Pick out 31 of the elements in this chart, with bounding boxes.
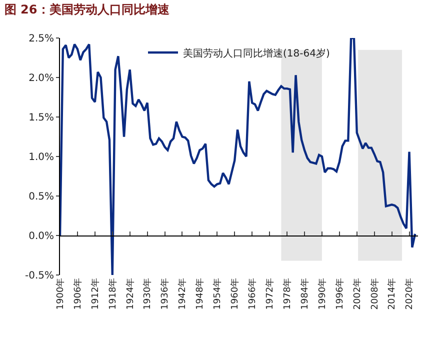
y-tick-label: 2.5% <box>28 34 54 44</box>
x-tick-label: 1954年 <box>212 278 224 310</box>
x-tick-label: 1942年 <box>177 278 188 310</box>
x-tick-label: 1990年 <box>316 278 328 310</box>
x-tick-label: 2020年 <box>404 278 416 310</box>
x-tick-label: 1912年 <box>90 278 101 310</box>
x-tick-label: 2014年 <box>386 278 398 310</box>
y-tick-label: -0.5% <box>24 270 54 282</box>
y-tick-label: 0.0% <box>28 231 54 242</box>
x-tick-label: 1906年 <box>72 278 84 310</box>
y-tick-label: 1.0% <box>28 152 54 163</box>
x-tick-label: 1978年 <box>282 278 293 310</box>
chart-title: 图 26：美国劳动人口同比增速 <box>4 2 170 16</box>
y-tick-label: 2.0% <box>28 73 54 84</box>
y-tick-label: 0.5% <box>28 192 54 202</box>
y-tick-label: 1.5% <box>28 112 54 124</box>
x-tick-label: 1900年 <box>54 278 66 310</box>
line-series <box>60 38 416 275</box>
legend-label: 美国劳动人口同比增速(18-64岁) <box>183 47 330 60</box>
x-tick-label: 1972年 <box>264 278 276 310</box>
x-tick-label: 2008年 <box>369 278 380 310</box>
x-tick-label: 2002年 <box>352 278 363 310</box>
x-tick-label: 1984年 <box>299 278 310 310</box>
x-tick-label: 1924年 <box>124 278 136 310</box>
x-tick-label: 1966年 <box>247 278 258 310</box>
x-tick-label: 1936年 <box>160 278 171 310</box>
x-tick-label: 1996年 <box>334 278 346 310</box>
x-tick-label: 1930年 <box>142 278 154 310</box>
x-tick-label: 1918年 <box>107 278 118 310</box>
x-tick-label: 1948年 <box>194 278 206 310</box>
x-tick-label: 1960年 <box>230 278 241 310</box>
